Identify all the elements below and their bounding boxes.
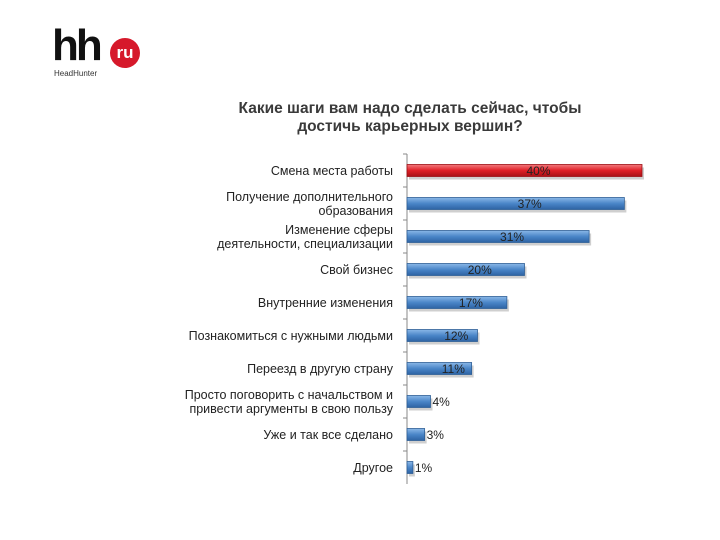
- data-label: 40%: [526, 164, 550, 178]
- bar: [406, 428, 426, 441]
- bar: [406, 296, 508, 309]
- data-label: 12%: [444, 329, 468, 343]
- bar: [406, 197, 625, 210]
- data-label: 17%: [459, 296, 483, 310]
- bar: [406, 395, 431, 408]
- category-label: Другое: [353, 461, 393, 475]
- bar: [406, 263, 525, 276]
- logo-subtitle: HeadHunter: [54, 69, 98, 78]
- chart-title-line-2: достичь карьерных вершин?: [297, 118, 523, 135]
- data-label: 11%: [442, 362, 465, 376]
- logo-ru-badge: ru: [110, 38, 140, 68]
- data-label: 3%: [427, 428, 445, 442]
- category-label: Свой бизнес: [320, 263, 393, 277]
- data-label: 4%: [433, 395, 451, 409]
- category-label: Переезд в другую страну: [247, 362, 394, 376]
- data-label: 20%: [468, 263, 492, 277]
- headhunter-logo: hh ru HeadHunter: [52, 24, 152, 80]
- chart-title: Какие шаги вам надо сделать сейчас, чтоб…: [150, 100, 670, 136]
- bar: [406, 362, 473, 375]
- category-label: Просто поговорить с начальством и: [185, 388, 393, 402]
- category-label: Изменение сферы: [285, 223, 393, 237]
- logo-hh-text: hh: [52, 21, 103, 70]
- chart-title-line-1: Какие шаги вам надо сделать сейчас, чтоб…: [238, 100, 582, 117]
- category-label: образования: [318, 204, 393, 218]
- bar: [406, 164, 643, 177]
- category-label: привести аргументы в свою пользу: [189, 402, 393, 416]
- bar: [406, 461, 414, 474]
- category-label: Получение дополнительного: [226, 190, 393, 204]
- category-label: Уже и так все сделано: [263, 428, 393, 442]
- data-label: 1%: [415, 461, 433, 475]
- data-label: 31%: [500, 230, 524, 244]
- bar: [406, 230, 590, 243]
- category-label: деятельности, специализации: [217, 237, 393, 251]
- bar: [406, 329, 478, 342]
- data-label: 37%: [518, 197, 542, 211]
- category-label: Смена места работы: [271, 164, 393, 178]
- category-label: Познакомиться с нужными людьми: [189, 329, 393, 343]
- category-label: Внутренние изменения: [258, 296, 393, 310]
